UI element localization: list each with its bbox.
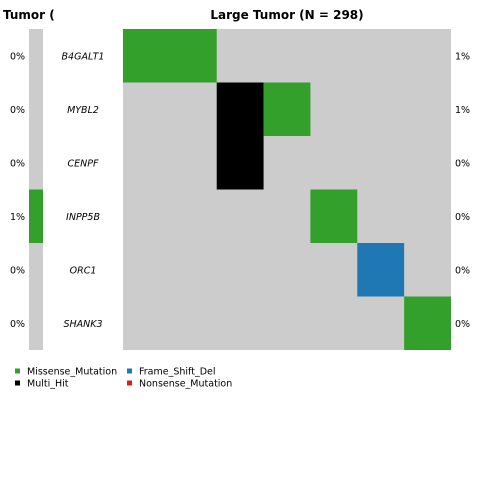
legend: Missense_Mutation Frame_Shift_Del Multi_Hi… <box>15 367 232 390</box>
left-percent-orc1: 0% <box>10 265 25 276</box>
left-cell-inpp5b-0 <box>29 189 43 243</box>
left-percent-shank3: 0% <box>10 319 25 330</box>
legend-swatch-frame-shift-del <box>127 368 132 374</box>
right-cell-orc1-5 <box>357 243 405 297</box>
right-percent-labels: 1% 1% 0% 0% 0% 0% <box>455 51 470 330</box>
gene-label-mybl2: MYBL2 <box>67 105 99 116</box>
left-percent-labels: 0% 0% 0% 1% 0% 0% <box>10 51 25 330</box>
left-percent-inpp5b: 1% <box>10 212 25 223</box>
gene-label-shank3: SHANK3 <box>63 319 102 330</box>
right-cell-mybl2-3 <box>263 82 311 136</box>
right-panel-title: Large Tumor (N = 298) <box>210 8 363 22</box>
right-cell-b4galt1-0 <box>123 29 217 83</box>
legend-swatch-nonsense-mutation <box>127 380 132 386</box>
gene-label-b4galt1: B4GALT1 <box>62 51 105 62</box>
legend-swatch-multi-hit <box>15 380 20 386</box>
right-percent-mybl2: 1% <box>455 105 470 116</box>
left-percent-b4galt1: 0% <box>10 51 25 62</box>
right-percent-b4galt1: 1% <box>455 51 470 62</box>
left-panel-title: Tumor ( <box>3 8 55 22</box>
legend-label-missense-mutation: Missense_Mutation <box>27 367 117 378</box>
left-percent-mybl2: 0% <box>10 105 25 116</box>
gene-label-cenpf: CENPF <box>68 158 99 169</box>
legend-label-nonsense-mutation: Nonsense_Mutation <box>139 379 232 390</box>
right-percent-shank3: 0% <box>455 319 470 330</box>
right-cell-shank3-6 <box>404 296 451 350</box>
right-percent-cenpf: 0% <box>455 158 470 169</box>
right-cell-inpp5b-4 <box>310 189 358 243</box>
right-cell-mybl2-2 <box>216 82 264 136</box>
legend-label-multi-hit: Multi_Hit <box>27 379 69 390</box>
right-percent-inpp5b: 0% <box>455 212 470 223</box>
legend-label-frame-shift-del: Frame_Shift_Del <box>139 367 216 378</box>
left-panel <box>29 29 43 350</box>
left-percent-cenpf: 0% <box>10 158 25 169</box>
right-panel <box>123 29 451 350</box>
legend-swatch-missense-mutation <box>15 368 20 374</box>
gene-label-inpp5b: INPP5B <box>66 212 100 223</box>
gene-label-orc1: ORC1 <box>70 265 97 276</box>
right-cell-cenpf-2 <box>216 136 264 190</box>
gene-labels: B4GALT1 MYBL2 CENPF INPP5B ORC1 SHANK3 <box>62 51 105 330</box>
right-percent-orc1: 0% <box>455 265 470 276</box>
